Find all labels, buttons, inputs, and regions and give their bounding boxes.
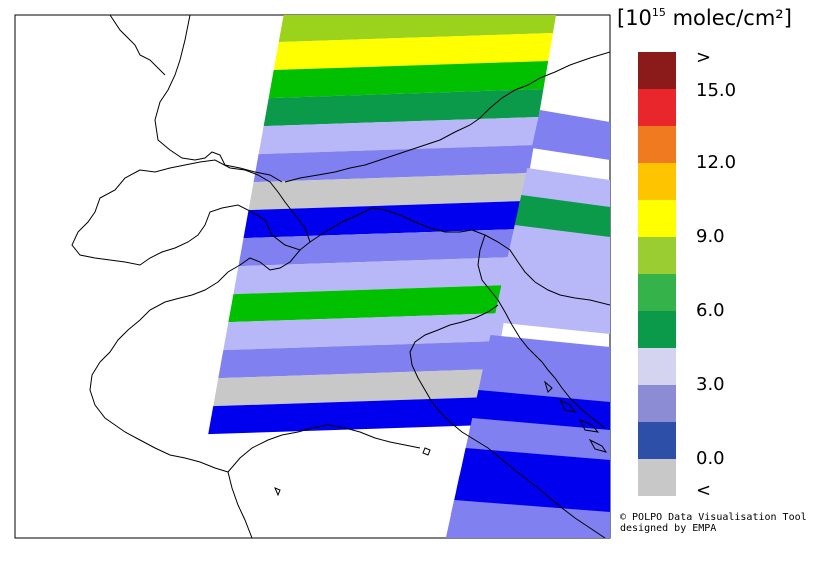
legend-tick-label: >: [696, 47, 712, 68]
legend-swatch: [638, 126, 676, 163]
swath-band: [228, 285, 511, 323]
border-alps: [99, 249, 301, 363]
legend-swatch: [638, 52, 676, 89]
swath-band: [233, 257, 515, 295]
legend-swatch: [638, 422, 676, 459]
legend-tick-label: <: [696, 480, 712, 501]
swath-band-east: [493, 282, 610, 334]
swath-band: [253, 145, 534, 183]
country-borders: [71, 15, 610, 538]
legend-swatch: [638, 274, 676, 311]
legend-tick-label: 15.0: [696, 80, 737, 101]
border-switzerland-north: [109, 15, 166, 76]
border-austria: [309, 207, 610, 306]
swath-band-east: [445, 500, 610, 538]
swath-band: [208, 397, 492, 435]
legend-swatch: [638, 237, 676, 274]
island-elba: [274, 487, 281, 497]
swath-band: [258, 117, 539, 155]
border-switzerland: [71, 159, 311, 266]
legend-tick-label: 6.0: [696, 300, 725, 321]
swath-band: [268, 61, 549, 99]
credit-line-1: © POLPO Data Visualisation Tool: [620, 512, 807, 523]
legend-tick-label: 0.0: [696, 448, 725, 469]
coast-liguria: [227, 471, 253, 538]
swath-band: [248, 173, 530, 211]
swath-band: [263, 89, 544, 127]
island-croatia-2: [578, 419, 600, 433]
island-croatia-4: [588, 438, 608, 453]
border-italy-internal: [227, 424, 421, 473]
coast-italy-adriatic: [409, 304, 606, 538]
island-croatia-1: [558, 398, 577, 413]
swath-band-east: [531, 110, 610, 160]
legend-swatch: [638, 163, 676, 200]
credit-text: © POLPO Data Visualisation Tool designed…: [620, 512, 807, 534]
island-small: [422, 447, 431, 456]
legend-swatch: [638, 89, 676, 126]
legend-swatch: [638, 348, 676, 385]
credit-line-2: designed by EMPA: [620, 523, 717, 534]
legend-tick-label: 12.0: [696, 152, 737, 173]
border-south-germany: [284, 51, 610, 183]
legend-swatch: [638, 200, 676, 237]
border-italy-west: [89, 361, 229, 473]
unit-label: [1015 molec/cm²]: [617, 6, 792, 30]
island-croatia-3: [544, 380, 553, 393]
coast-croatia: [497, 299, 606, 429]
satellite-swath: [208, 15, 610, 538]
legend-tick-label: 9.0: [696, 226, 725, 247]
swath-band: [278, 15, 557, 43]
legend-swatch: [638, 311, 676, 348]
swath-band: [223, 313, 506, 351]
legend-swatch: [638, 459, 676, 496]
swath-band: [273, 33, 553, 71]
border-slovenia: [477, 234, 499, 301]
border-france: [154, 15, 283, 183]
swath-band: [243, 201, 525, 239]
swath-band: [213, 369, 496, 407]
legend-tick-label: 3.0: [696, 374, 725, 395]
swath-band: [218, 341, 501, 379]
legend-swatch: [638, 385, 676, 422]
